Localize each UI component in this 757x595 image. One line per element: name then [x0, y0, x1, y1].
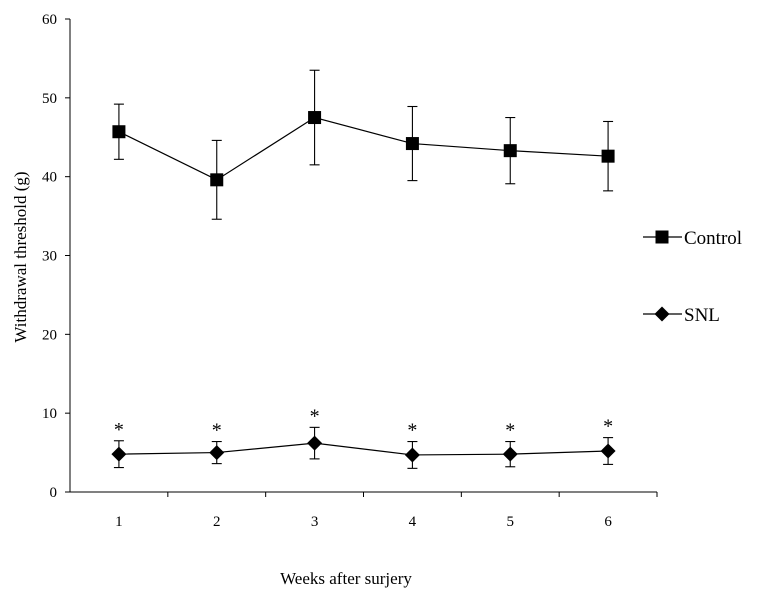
significance-asterisk: *	[407, 420, 417, 442]
legend-label: Control	[684, 228, 742, 249]
y-tick-label: 60	[42, 12, 57, 28]
significance-asterisk: *	[505, 420, 515, 442]
data-point	[503, 144, 517, 158]
significance-asterisk: *	[310, 405, 320, 427]
data-point	[308, 111, 322, 125]
y-tick-label: 30	[42, 249, 57, 265]
x-tick-label: 1	[115, 514, 123, 530]
x-tick-label: 4	[409, 514, 417, 530]
data-point	[404, 447, 420, 463]
series-snl: * * * * * *	[111, 405, 616, 469]
y-tick-label: 40	[42, 170, 57, 186]
y-axis-title: Withdrawal threshold (g)	[11, 171, 30, 342]
data-point	[502, 446, 518, 462]
y-tick-label: 20	[42, 327, 57, 343]
data-point	[405, 137, 419, 151]
data-point	[111, 446, 127, 462]
y-tick-label: 0	[50, 485, 58, 501]
significance-asterisk: *	[603, 416, 613, 438]
axis-ticks: 0 10 20 30 40 50 60 1 2 3 4 5 6	[42, 12, 658, 530]
data-point	[601, 149, 615, 163]
x-tick-label: 5	[507, 514, 515, 530]
x-tick-label: 6	[604, 514, 612, 530]
legend-marker-diamond	[654, 306, 670, 322]
significance-asterisk: *	[212, 420, 222, 442]
legend-label: SNL	[684, 305, 720, 326]
y-tick-label: 10	[42, 406, 57, 422]
series-layer: * * * * * *	[111, 69, 616, 469]
data-point	[307, 435, 323, 451]
series-control	[112, 69, 615, 220]
data-point	[209, 445, 225, 461]
x-tick-label: 3	[311, 514, 319, 530]
legend: Control SNL	[643, 228, 742, 326]
data-point	[210, 173, 224, 187]
series-line	[118, 116, 609, 181]
significance-asterisk: *	[114, 419, 124, 441]
x-axis-title: Weeks after surjery	[280, 569, 412, 588]
data-point	[600, 443, 616, 459]
series-line	[118, 442, 609, 456]
x-tick-label: 2	[213, 514, 221, 530]
y-tick-label: 50	[42, 91, 57, 107]
data-point	[112, 125, 126, 139]
axes	[69, 19, 657, 493]
legend-marker-square	[655, 230, 669, 244]
